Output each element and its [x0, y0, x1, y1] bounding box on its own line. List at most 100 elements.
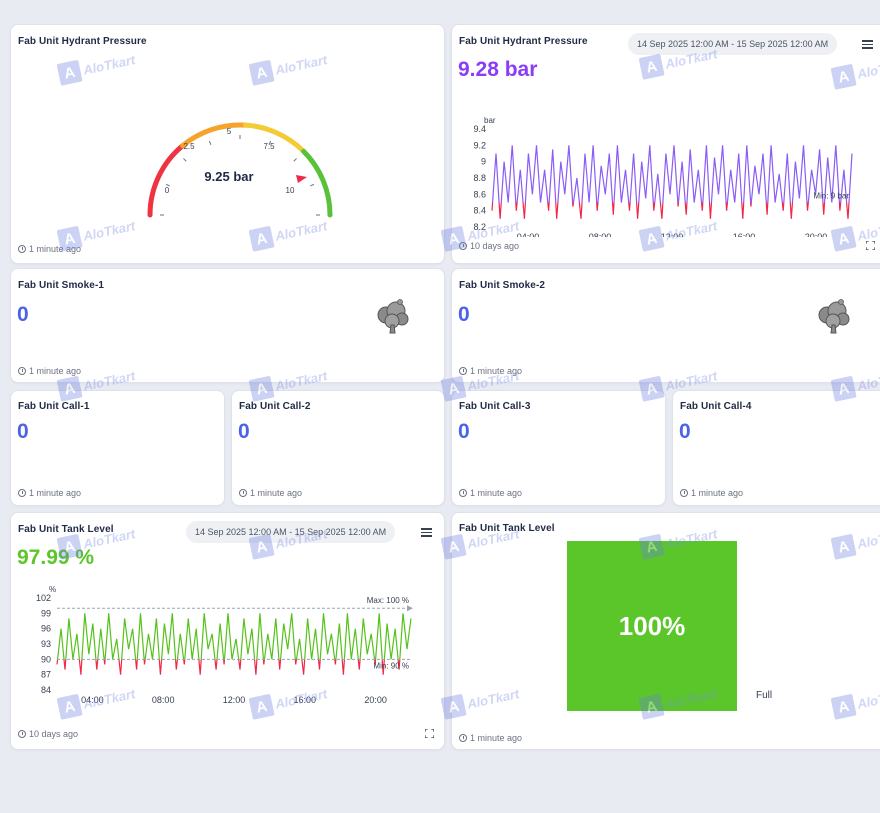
tank-fill-indicator: 100% [567, 541, 737, 711]
y-axis-unit: % [49, 585, 56, 594]
x-tick-label: 08:00 [152, 695, 175, 705]
clock-icon [18, 730, 26, 738]
gauge-tick [310, 183, 315, 187]
min-threshold-label: Min: 90 % [373, 661, 409, 670]
card-title: Fab Unit Tank Level [18, 524, 114, 535]
card-title: Fab Unit Call-2 [239, 401, 311, 412]
card-title: Fab Unit Smoke-2 [459, 280, 546, 291]
clock-icon [459, 242, 467, 250]
min-threshold-label: Min: 9 bar [813, 192, 849, 201]
x-tick-label: 20:00 [364, 695, 387, 705]
max-threshold-arrow [407, 605, 413, 612]
y-tick-label: 9.2 [473, 140, 486, 150]
y-tick-label: 96 [41, 624, 51, 634]
x-tick-label: 12:00 [661, 232, 684, 237]
updated-time: 1 minute ago [239, 488, 302, 498]
clock-icon [459, 489, 467, 497]
y-axis-unit: bar [484, 116, 496, 125]
tank-status-label: Full [756, 690, 773, 701]
gauge-tick [165, 183, 170, 187]
gauge-tick [268, 140, 272, 145]
hydrant-pressure-gauge: 0 2.5 5 7.5 10 9.25 bar [147, 122, 333, 218]
chart-menu-icon[interactable] [862, 40, 873, 49]
clock-icon [18, 245, 26, 253]
updated-time: 1 minute ago [18, 488, 81, 498]
date-range-picker[interactable]: 14 Sep 2025 12:00 AM - 15 Sep 2025 12:00… [628, 33, 838, 55]
chart-menu-icon[interactable] [421, 528, 432, 537]
card-title: Fab Unit Smoke-1 [18, 280, 105, 291]
x-tick-label: 04:00 [81, 695, 104, 705]
gauge-tick-label: 10 [286, 186, 295, 195]
call-3-card: Fab Unit Call-3 0 1 minute ago [451, 390, 666, 506]
updated-time: 1 minute ago [680, 488, 743, 498]
clock-icon [239, 489, 247, 497]
y-tick-label: 9 [481, 157, 486, 167]
expand-icon[interactable] [866, 241, 875, 250]
tank-chart-card: Fab Unit Tank Level 14 Sep 2025 12:00 AM… [10, 512, 445, 750]
sensor-value: 0 [17, 420, 29, 443]
call-1-card: Fab Unit Call-1 0 1 minute ago [10, 390, 225, 506]
expand-icon[interactable] [425, 729, 434, 738]
call-4-card: Fab Unit Call-4 0 1 minute ago [672, 390, 880, 506]
y-tick-label: 102 [36, 593, 51, 603]
clock-icon [18, 367, 26, 375]
hydrant-pressure-chart: bar 8.2 8.4 8.6 8.8 9 9.2 9.4 04:00 08:00 12:00 16:… [473, 116, 853, 237]
tank-level-chart: % 84 87 90 93 96 99 102 04:00 08:00 12:00 16:00 20:0… [36, 585, 413, 705]
y-tick-label: 8.8 [473, 173, 486, 183]
max-threshold-label: Max: 100 % [367, 596, 409, 605]
smoke-cloud-icon [818, 299, 850, 334]
x-tick-label: 16:00 [733, 232, 756, 237]
y-tick-label: 8.2 [473, 222, 486, 232]
updated-time: 10 days ago [459, 241, 519, 251]
card-title: Fab Unit Hydrant Pressure [459, 36, 588, 47]
call-2-card: Fab Unit Call-2 0 1 minute ago [231, 390, 445, 506]
x-tick-label: 08:00 [589, 232, 612, 237]
sensor-value: 0 [679, 420, 691, 443]
card-title: Fab Unit Call-3 [459, 401, 531, 412]
x-tick-label: 04:00 [517, 232, 540, 237]
tank-level-card: Fab Unit Tank Level 100% Full 1 minute a… [451, 512, 880, 750]
updated-time: 1 minute ago [459, 733, 522, 743]
gauge-tick-label: 5 [227, 127, 232, 136]
clock-icon [18, 489, 26, 497]
series-line-above-threshold [491, 145, 853, 203]
y-tick-label: 99 [41, 608, 51, 618]
card-title: Fab Unit Tank Level [459, 523, 555, 534]
smoke-1-card: Fab Unit Smoke-1 0 1 minute ago [10, 268, 445, 383]
gauge-value: 9.25 bar [204, 169, 253, 184]
gauge-tick [183, 158, 187, 162]
x-tick-label: 12:00 [223, 695, 246, 705]
smoke-2-card: Fab Unit Smoke-2 0 1 minute ago [451, 268, 880, 383]
sensor-value: 0 [458, 420, 470, 443]
gauge-arc-segment [243, 122, 307, 154]
date-range-picker[interactable]: 14 Sep 2025 12:00 AM - 15 Sep 2025 12:00… [186, 521, 396, 543]
gauge-tick [293, 158, 297, 162]
gauge-arc-segment [180, 122, 249, 149]
updated-time: 1 minute ago [18, 366, 81, 376]
y-tick-label: 9.4 [473, 124, 486, 134]
clock-icon [680, 489, 688, 497]
sensor-value: 0 [17, 303, 29, 326]
gauge-tick-label: 0 [165, 186, 170, 195]
card-title: Fab Unit Call-1 [18, 401, 90, 412]
series-line-above-threshold [56, 613, 412, 660]
gauge-tick-label: 7.5 [263, 142, 275, 151]
clock-icon [459, 734, 467, 742]
gauge-tick-label: 2.5 [183, 142, 195, 151]
gauge-arc-segment [301, 148, 333, 218]
updated-time: 1 minute ago [18, 244, 81, 254]
y-tick-label: 84 [41, 685, 51, 695]
gauge-arc-segment [147, 143, 186, 218]
sensor-value: 0 [238, 420, 250, 443]
card-title: Fab Unit Hydrant Pressure [18, 36, 147, 47]
current-value: 9.28 bar [458, 58, 538, 81]
sensor-value: 0 [458, 303, 470, 326]
updated-time: 1 minute ago [459, 488, 522, 498]
gauge-needle [296, 175, 307, 183]
updated-time: 1 minute ago [459, 366, 522, 376]
y-tick-label: 8.6 [473, 189, 486, 199]
hydrant-gauge-card: Fab Unit Hydrant Pressure 0 2.5 5 7.5 10… [10, 24, 445, 264]
x-tick-label: 16:00 [294, 695, 317, 705]
updated-time: 10 days ago [18, 729, 78, 739]
y-tick-label: 90 [41, 654, 51, 664]
